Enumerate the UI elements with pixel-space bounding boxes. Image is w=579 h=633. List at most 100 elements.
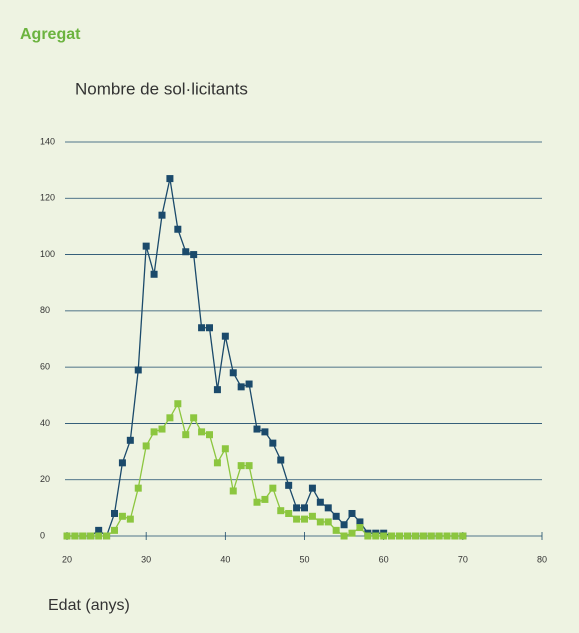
data-point — [134, 484, 142, 492]
data-point — [293, 515, 301, 523]
data-point — [150, 428, 158, 436]
data-point — [174, 225, 182, 233]
data-point — [190, 251, 198, 259]
data-point — [277, 456, 285, 464]
data-point — [206, 431, 213, 439]
data-point — [190, 414, 198, 422]
data-point — [229, 487, 237, 495]
data-point — [308, 484, 316, 492]
data-point — [253, 425, 261, 433]
data-point — [316, 498, 324, 506]
data-point — [459, 532, 467, 540]
data-point — [245, 462, 253, 470]
data-point — [443, 532, 451, 540]
data-point — [221, 332, 229, 340]
data-point — [427, 532, 435, 540]
data-point — [356, 518, 364, 526]
y-tick-label: 100 — [40, 249, 55, 259]
data-point — [364, 532, 372, 540]
data-point — [174, 400, 182, 408]
x-tick-label: 60 — [379, 554, 389, 564]
x-tick-label: 70 — [458, 554, 468, 564]
data-point — [126, 515, 134, 523]
data-point — [142, 242, 150, 250]
y-tick-label: 60 — [40, 362, 50, 372]
data-point — [79, 532, 87, 540]
data-point — [356, 524, 364, 532]
data-point — [419, 532, 427, 540]
data-point — [87, 532, 95, 540]
data-point — [245, 380, 253, 388]
x-axis-label: Edat (anys) — [48, 597, 130, 614]
x-tick-label: 50 — [299, 554, 309, 564]
data-point — [166, 414, 174, 422]
data-point — [332, 526, 340, 534]
data-point — [71, 532, 79, 540]
y-tick-label: 80 — [40, 305, 50, 315]
data-point — [308, 512, 316, 520]
data-point — [301, 504, 308, 512]
data-point — [261, 428, 269, 436]
data-point — [396, 532, 403, 540]
data-point — [340, 521, 348, 529]
data-point — [261, 495, 269, 503]
data-point — [103, 532, 111, 540]
y-tick-label: 120 — [40, 193, 55, 203]
data-point — [411, 532, 419, 540]
x-tick-label: 20 — [62, 554, 72, 564]
data-point — [237, 462, 245, 470]
data-point — [285, 481, 293, 489]
data-point — [166, 175, 174, 183]
data-point — [388, 532, 396, 540]
chart-title: Agregat — [20, 26, 81, 43]
data-point — [277, 507, 285, 515]
data-point — [221, 445, 229, 453]
data-point — [198, 428, 206, 436]
data-point — [229, 369, 237, 377]
chart-subtitle: Nombre de sol·licitants — [75, 79, 248, 98]
y-tick-label: 0 — [40, 530, 45, 540]
data-point — [372, 532, 380, 540]
data-point — [95, 532, 103, 540]
y-tick-label: 140 — [40, 136, 55, 146]
data-point — [380, 532, 388, 540]
x-tick-label: 30 — [141, 554, 151, 564]
data-point — [206, 324, 213, 332]
data-point — [269, 484, 277, 492]
data-point — [111, 526, 118, 534]
data-point — [348, 529, 356, 537]
data-point — [316, 518, 324, 526]
data-point — [213, 386, 221, 394]
data-point — [403, 532, 411, 540]
data-point — [95, 526, 103, 534]
data-point — [332, 512, 340, 520]
data-point — [142, 442, 150, 450]
data-point — [293, 504, 301, 512]
data-point — [126, 436, 134, 444]
data-point — [150, 270, 158, 278]
data-point — [63, 532, 71, 540]
y-tick-label: 40 — [40, 418, 50, 428]
x-tick-label: 40 — [220, 554, 230, 564]
data-point — [253, 498, 261, 506]
data-point — [301, 515, 308, 523]
data-point — [340, 532, 348, 540]
data-point — [435, 532, 443, 540]
data-point — [451, 532, 459, 540]
data-point — [182, 431, 190, 439]
data-point — [158, 211, 166, 219]
data-point — [324, 518, 332, 526]
data-point — [348, 509, 356, 517]
y-tick-label: 20 — [40, 474, 50, 484]
data-point — [213, 459, 221, 467]
x-tick-label: 80 — [537, 554, 547, 564]
data-point — [182, 248, 190, 256]
data-point — [198, 324, 206, 332]
data-point — [237, 383, 245, 391]
data-point — [269, 439, 277, 447]
data-point — [111, 509, 118, 517]
data-point — [324, 504, 332, 512]
data-point — [134, 366, 142, 374]
data-point — [118, 512, 126, 520]
